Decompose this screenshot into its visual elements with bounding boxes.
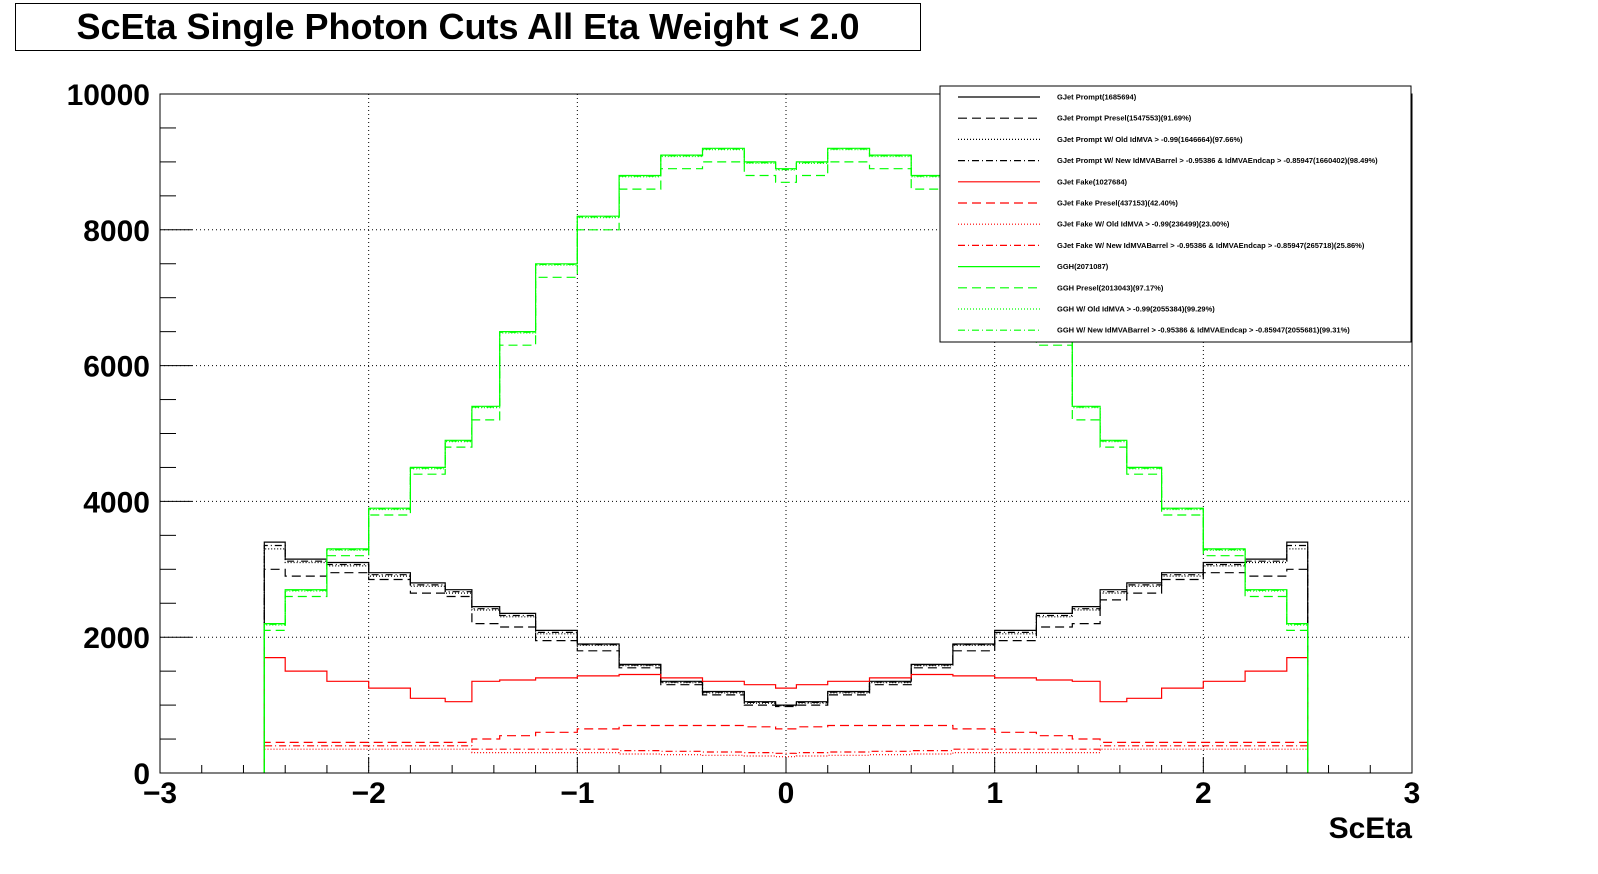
x-tick-label: 0	[778, 777, 795, 810]
legend-label-7: GJet Fake W/ Old IdMVA > -0.99(236499)(2…	[1057, 220, 1230, 229]
x-tick-label: 3	[1404, 777, 1421, 810]
series-line-8	[263, 745, 1309, 773]
legend-label-2: GJet Prompt Presel(1547553)(91.69%)	[1057, 114, 1192, 123]
y-tick-label: 4000	[83, 486, 150, 519]
series-line-9	[263, 147, 1309, 773]
x-tick-label: −2	[352, 777, 386, 810]
axis-tick-labels: −3 −2 −1 0 1 2 3 0 2000 4000 6000 8000 10000	[67, 79, 1421, 810]
series-line-11	[263, 149, 1309, 773]
x-tick-label: −3	[143, 777, 177, 810]
series-line-6	[263, 724, 1309, 773]
y-tick-label: 6000	[83, 351, 150, 384]
legend: GJet Prompt(1685694) GJet Prompt Presel(1…	[939, 85, 1412, 343]
legend-label-9: GGH(2071087)	[1057, 262, 1109, 271]
legend-label-11: GGH W/ Old IdMVA > -0.99(2055384)(99.29%…	[1057, 305, 1215, 314]
y-tick-label: 0	[133, 758, 150, 791]
series-line-4	[263, 544, 1309, 773]
legend-label-3: GJet Prompt W/ Old IdMVA > -0.99(1646664…	[1057, 135, 1243, 144]
legend-label-6: GJet Fake Presel(437153)(42.40%)	[1057, 199, 1178, 208]
legend-label-8: GJet Fake W/ New IdMVABarrel > -0.95386 …	[1057, 241, 1365, 250]
chart-title-box: ScEta Single Photon Cuts All Eta Weight …	[15, 3, 921, 51]
axis-ticks	[159, 93, 1413, 774]
legend-label-4: GJet Prompt W/ New IdMVABarrel > -0.9538…	[1057, 156, 1378, 165]
series-line-10	[263, 161, 1309, 773]
chart-title: ScEta Single Photon Cuts All Eta Weight …	[76, 6, 860, 47]
grid-lines	[160, 94, 1412, 773]
x-tick-label: 2	[1195, 777, 1212, 810]
y-tick-label: 8000	[83, 215, 150, 248]
series-line-5	[263, 657, 1309, 773]
legend-label-1: GJet Prompt(1685694)	[1057, 93, 1137, 102]
x-axis-label: ScEta	[1329, 812, 1413, 845]
x-tick-label: 1	[986, 777, 1003, 810]
y-tick-label: 10000	[67, 79, 150, 112]
series-line-12	[263, 148, 1309, 773]
series-line-3	[263, 548, 1309, 773]
legend-label-12: GGH W/ New IdMVABarrel > -0.95386 & IdMV…	[1057, 326, 1350, 335]
series-line-1	[263, 541, 1309, 773]
y-tick-label: 2000	[83, 622, 150, 655]
x-tick-label: −1	[560, 777, 594, 810]
legend-box	[939, 85, 1412, 343]
series-layer	[263, 147, 1309, 773]
legend-label-10: GGH Presel(2013043)(97.17%)	[1057, 283, 1164, 292]
series-line-2	[263, 568, 1309, 773]
legend-label-5: GJet Fake(1027684)	[1057, 177, 1128, 186]
